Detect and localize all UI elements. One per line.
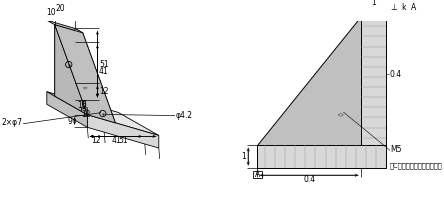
FancyBboxPatch shape <box>253 171 262 178</box>
Text: A: A <box>254 170 260 179</box>
Polygon shape <box>257 16 361 145</box>
Text: 1: 1 <box>242 152 246 161</box>
Text: 41: 41 <box>99 67 108 76</box>
Text: 51: 51 <box>99 60 108 69</box>
Polygon shape <box>75 28 83 104</box>
Text: 51: 51 <box>118 136 128 145</box>
Text: 8: 8 <box>82 100 87 109</box>
Text: 41: 41 <box>111 136 121 145</box>
FancyBboxPatch shape <box>389 4 418 11</box>
Polygon shape <box>361 16 386 145</box>
Polygon shape <box>47 20 83 33</box>
Polygon shape <box>55 25 115 123</box>
Text: ⊥: ⊥ <box>391 3 397 12</box>
Text: 12: 12 <box>99 87 108 96</box>
Text: A: A <box>411 3 416 12</box>
Text: 10: 10 <box>78 101 87 110</box>
Polygon shape <box>87 115 159 148</box>
Polygon shape <box>55 25 87 115</box>
Polygon shape <box>83 33 115 123</box>
Text: M5: M5 <box>390 145 401 154</box>
Polygon shape <box>257 145 386 168</box>
Text: 1: 1 <box>371 0 376 7</box>
Text: 0.4: 0.4 <box>390 70 402 79</box>
Text: 9: 9 <box>68 117 73 126</box>
Polygon shape <box>47 92 87 127</box>
Text: 2×φ7: 2×φ7 <box>1 118 22 127</box>
Text: 10: 10 <box>46 8 56 17</box>
Text: 12: 12 <box>81 110 91 119</box>
Text: 20: 20 <box>56 4 66 13</box>
Text: （Cオプション指定のとき）: （Cオプション指定のとき） <box>390 163 443 169</box>
Polygon shape <box>55 25 83 104</box>
Polygon shape <box>47 92 159 135</box>
Text: k: k <box>401 3 406 12</box>
Text: 12: 12 <box>91 136 100 145</box>
Text: φ4.2: φ4.2 <box>176 111 193 120</box>
Text: 0.4: 0.4 <box>303 175 315 184</box>
